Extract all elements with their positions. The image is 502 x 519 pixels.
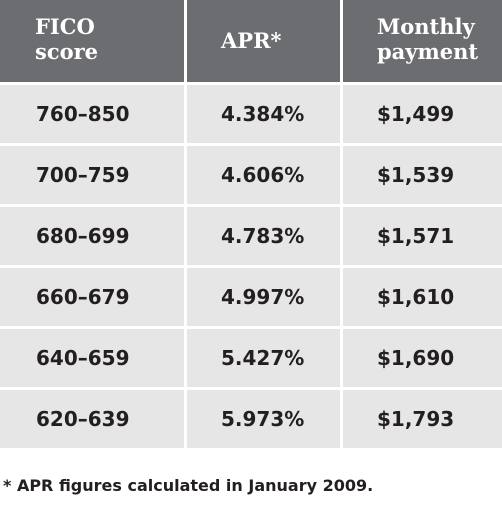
apr-cell: 4.997% bbox=[187, 268, 340, 326]
monthly-payment-cell: $1,539 bbox=[343, 146, 502, 204]
table-row: 640–659 5.427% $1,690 bbox=[0, 329, 502, 387]
apr-cell: 5.973% bbox=[187, 390, 340, 448]
table-row: 700–759 4.606% $1,539 bbox=[0, 146, 502, 204]
monthly-payment-cell: $1,571 bbox=[343, 207, 502, 265]
fico-score-header: FICO score bbox=[0, 0, 184, 82]
monthly-payment-cell: $1,499 bbox=[343, 85, 502, 143]
table-row: 680–699 4.783% $1,571 bbox=[0, 207, 502, 265]
fico-range-cell: 680–699 bbox=[0, 207, 184, 265]
table-row: 660–679 4.997% $1,610 bbox=[0, 268, 502, 326]
fico-range-cell: 620–639 bbox=[0, 390, 184, 448]
fico-header-line-1: FICO bbox=[35, 14, 95, 39]
apr-footnote: * APR figures calculated in January 2009… bbox=[3, 476, 374, 495]
monthly-payment-cell: $1,610 bbox=[343, 268, 502, 326]
payment-header-line-1: Monthly bbox=[377, 14, 475, 39]
table-row: 620–639 5.973% $1,793 bbox=[0, 390, 502, 448]
table-header-row: FICO score APR* Monthly payment bbox=[0, 0, 502, 82]
apr-cell: 4.783% bbox=[187, 207, 340, 265]
fico-header-line-2: score bbox=[35, 39, 99, 64]
monthly-payment-cell: $1,793 bbox=[343, 390, 502, 448]
fico-apr-table: FICO score APR* Monthly payment 760–850 4.… bbox=[0, 0, 502, 448]
apr-cell: 5.427% bbox=[187, 329, 340, 387]
fico-range-cell: 640–659 bbox=[0, 329, 184, 387]
fico-range-cell: 760–850 bbox=[0, 85, 184, 143]
fico-range-cell: 700–759 bbox=[0, 146, 184, 204]
apr-cell: 4.606% bbox=[187, 146, 340, 204]
fico-range-cell: 660–679 bbox=[0, 268, 184, 326]
monthly-payment-cell: $1,690 bbox=[343, 329, 502, 387]
apr-cell: 4.384% bbox=[187, 85, 340, 143]
apr-header: APR* bbox=[187, 0, 340, 82]
payment-header-line-2: payment bbox=[377, 39, 479, 64]
table-row: 760–850 4.384% $1,499 bbox=[0, 85, 502, 143]
monthly-payment-header: Monthly payment bbox=[343, 0, 502, 82]
